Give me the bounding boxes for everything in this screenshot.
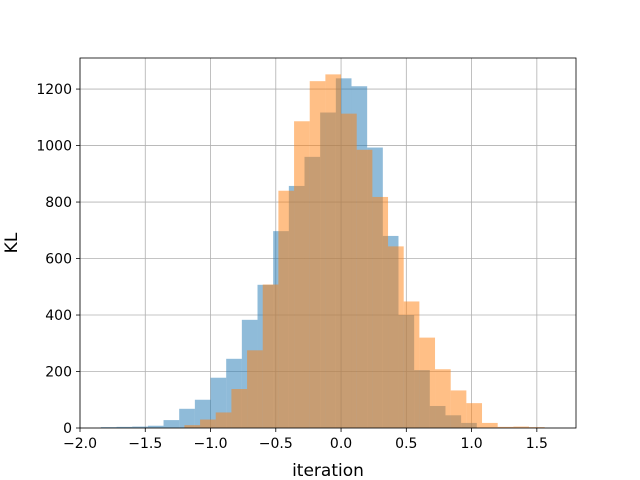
histogram-bar-series-1 [179, 408, 195, 428]
histogram-bar-series-2 [231, 389, 248, 428]
y-tick-label: 200 [45, 365, 72, 381]
histogram-bar-series-2 [309, 81, 326, 428]
y-tick-label: 600 [45, 252, 72, 268]
histogram-bar-series-2 [215, 412, 232, 428]
histogram-bar-series-2 [450, 390, 467, 428]
histogram-bar-series-2 [356, 149, 373, 429]
histogram-bar-series-2 [435, 369, 451, 428]
histogram-bar-series-2 [419, 337, 436, 428]
histogram-bar-series-2 [403, 301, 420, 428]
histogram-bar-series-2 [372, 196, 389, 428]
histogram-bar-series-1 [132, 426, 148, 428]
x-tick-label: −2.0 [63, 436, 97, 452]
histogram-bar-series-2 [247, 350, 263, 428]
y-tick-label: 1000 [36, 139, 72, 155]
y-axis-label: KL [2, 232, 22, 253]
histogram-bar-series-2 [184, 425, 201, 428]
y-tick-label: 800 [45, 195, 72, 211]
y-tick-label: 0 [63, 421, 72, 437]
histogram-bar-series-1 [116, 426, 133, 428]
x-tick-label: 1.0 [460, 436, 482, 452]
histogram-bar-series-2 [325, 74, 342, 428]
histogram-bar-series-1 [163, 420, 180, 428]
histogram-bar-series-1 [100, 427, 117, 428]
x-tick-label: −1.0 [194, 436, 228, 452]
histogram-bar-series-2 [482, 422, 498, 428]
y-tick-label: 400 [45, 308, 72, 324]
x-axis-ticks: −2.0 −1.5 −1.0 −0.5 0.0 0.5 1.0 1.5 [63, 428, 548, 452]
histogram-bar-series-1 [147, 425, 164, 428]
histogram-bars [100, 74, 545, 429]
histogram-bar-series-2 [341, 113, 357, 428]
y-axis-ticks: 0 200 400 600 800 1000 1200 [36, 82, 80, 437]
x-tick-label: 0.5 [395, 436, 417, 452]
histogram-bar-series-2 [262, 284, 279, 428]
x-axis-label: iteration [292, 461, 364, 480]
x-tick-label: −0.5 [259, 436, 293, 452]
histogram-bar-series-2 [513, 426, 530, 428]
x-tick-label: −1.5 [128, 436, 162, 452]
histogram-bar-series-2 [278, 190, 295, 428]
x-tick-label: 1.5 [526, 436, 548, 452]
histogram-bar-series-2 [497, 426, 514, 428]
y-tick-label: 1200 [36, 82, 72, 98]
histogram-bar-series-2 [529, 427, 545, 428]
histogram-bar-series-2 [466, 403, 483, 428]
plot-frame [79, 57, 577, 429]
histogram-bar-series-2 [200, 419, 216, 428]
x-tick-label: 0.0 [330, 436, 352, 452]
histogram-bar-series-2 [294, 121, 310, 428]
histogram-bar-series-2 [388, 246, 404, 428]
